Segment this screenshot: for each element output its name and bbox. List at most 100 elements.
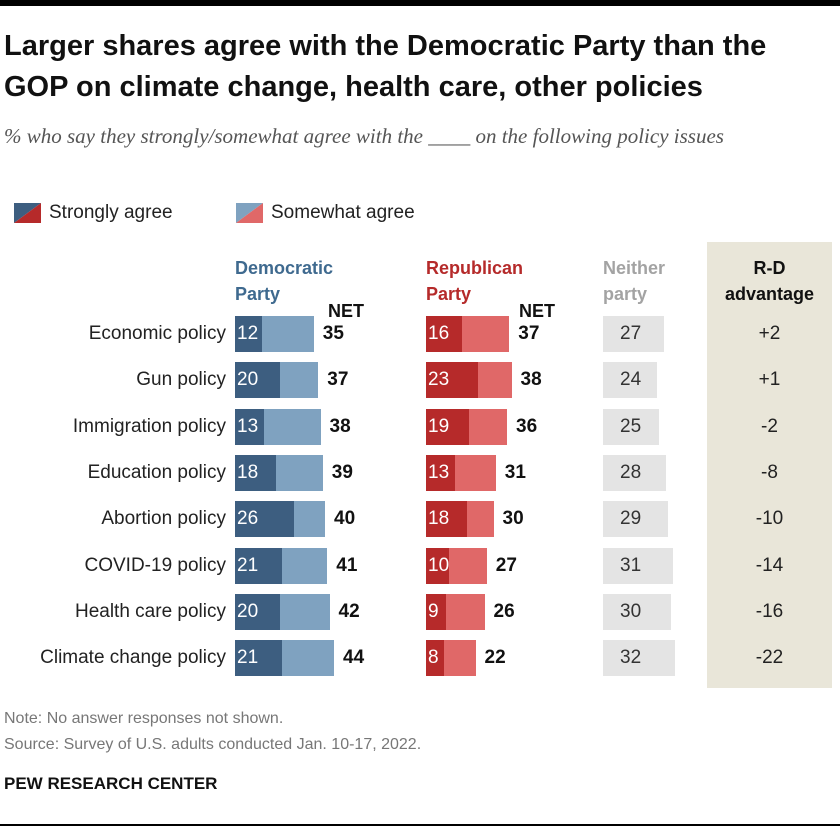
dem-net-value: 35 xyxy=(322,323,344,344)
rep-net-value: 30 xyxy=(502,508,524,530)
chart-subtitle: % who say they strongly/somewhat agree w… xyxy=(4,124,724,148)
somewhat-agree-swatch-icon xyxy=(236,203,263,223)
dem-strong-value: 18 xyxy=(237,461,259,483)
rep-net-value: 38 xyxy=(520,369,542,391)
row-label: COVID-19 policy xyxy=(84,554,227,576)
rep-strong-value: 19 xyxy=(428,415,450,437)
header-line: Republican xyxy=(426,258,524,278)
rep-net-value: 27 xyxy=(495,554,517,576)
header-line: advantage xyxy=(724,284,815,304)
footer-source: Source: Survey of U.S. adults conducted … xyxy=(4,736,422,753)
row-label: Education policy xyxy=(87,461,226,483)
rep-strong-value: 16 xyxy=(428,323,450,344)
rep-strong-value: 8 xyxy=(428,647,439,669)
dem-strong-value: 20 xyxy=(237,369,259,391)
dem-strong-bar xyxy=(235,316,262,352)
strongly-agree-swatch-icon xyxy=(14,203,41,223)
rep-strong-bar xyxy=(426,454,456,491)
row-label: Gun policy xyxy=(136,369,226,391)
legend-label: Somewhat agree xyxy=(271,202,415,223)
rep-strong-bar xyxy=(426,547,449,584)
footer-note: Note: No answer responses not shown. xyxy=(4,710,284,727)
row-label: Climate change policy xyxy=(40,647,226,669)
dem-net-value: 38 xyxy=(329,415,351,437)
dem-net-value: 41 xyxy=(336,554,358,576)
rd-advantage-value: -22 xyxy=(755,647,784,669)
dem-strong-bar xyxy=(235,640,283,677)
rep-net-value: 36 xyxy=(516,415,538,437)
neither-value: 27 xyxy=(620,323,642,344)
row-label: Abortion policy xyxy=(101,508,226,530)
header-line: party xyxy=(603,284,648,304)
rep-strong-bar xyxy=(426,640,444,677)
header-neither-party: Neither party xyxy=(603,255,665,307)
rep-net-value: 22 xyxy=(484,647,506,669)
rd-advantage-value: -16 xyxy=(755,600,784,622)
neither-bar xyxy=(603,593,671,630)
dem-strong-value: 21 xyxy=(237,647,259,669)
row-label: Economic policy xyxy=(88,323,226,344)
legend-somewhat-agree: Somewhat agree xyxy=(236,200,415,226)
neither-value: 24 xyxy=(620,369,642,391)
dem-strong-bar xyxy=(235,501,294,538)
rd-advantage-value: +1 xyxy=(758,369,781,391)
header-line: Democratic xyxy=(235,258,334,278)
dem-strong-bar xyxy=(235,408,265,445)
row-label: Immigration policy xyxy=(72,415,226,437)
header-rd-advantage: R-D advantage xyxy=(707,255,832,307)
rd-advantage-value: -10 xyxy=(755,508,784,530)
neither-bar xyxy=(603,547,673,584)
bottom-rule xyxy=(0,824,840,826)
rd-advantage-panel xyxy=(707,242,832,688)
brand-logo-text: PEW RESEARCH CENTER xyxy=(4,774,218,793)
rep-strong-bar xyxy=(426,408,469,445)
dem-strong-bar xyxy=(235,454,276,491)
rep-strong-value: 23 xyxy=(428,369,450,391)
dem-net-value: 44 xyxy=(343,647,365,669)
rep-strong-value: 13 xyxy=(428,461,450,483)
dem-strong-value: 12 xyxy=(237,323,259,344)
dem-net-value: 42 xyxy=(338,600,360,622)
dem-strong-value: 20 xyxy=(237,600,259,622)
dem-net-value: 40 xyxy=(334,508,356,530)
legend-strongly-agree: Strongly agree xyxy=(14,200,173,226)
dem-strong-bar xyxy=(235,593,280,630)
neither-value: 32 xyxy=(620,647,642,669)
rep-strong-value: 9 xyxy=(428,600,439,622)
dem-strong-value: 26 xyxy=(237,508,259,530)
legend-label: Strongly agree xyxy=(49,202,173,223)
chart-title: Larger shares agree with the Democratic … xyxy=(4,30,767,103)
header-line: R-D xyxy=(753,258,786,278)
dem-strong-bar xyxy=(235,547,283,584)
rep-strong-bar xyxy=(426,316,462,352)
rd-advantage-value: -14 xyxy=(755,554,784,576)
header-line: Party xyxy=(235,284,281,304)
header-line: Party xyxy=(426,284,472,304)
dem-net-header: NET xyxy=(328,301,364,321)
neither-value: 31 xyxy=(620,554,642,576)
header-line: Neither xyxy=(603,258,666,278)
neither-bar xyxy=(603,408,660,445)
dem-strong-value: 21 xyxy=(237,554,259,576)
dem-strong-value: 13 xyxy=(237,415,259,437)
rep-net-value: 37 xyxy=(518,323,540,344)
neither-value: 28 xyxy=(620,461,642,483)
rep-net-value: 26 xyxy=(493,600,515,622)
header-republican-party: Republican Party xyxy=(426,255,523,307)
rep-strong-value: 18 xyxy=(428,508,450,530)
row-label: Health care policy xyxy=(74,600,226,622)
rd-advantage-value: +2 xyxy=(758,323,781,344)
rep-strong-bar xyxy=(426,593,447,630)
dem-net-value: 39 xyxy=(331,461,353,483)
rep-net-header: NET xyxy=(519,301,555,321)
neither-bar xyxy=(603,454,666,491)
neither-value: 30 xyxy=(620,600,642,622)
rd-advantage-value: -2 xyxy=(761,415,778,437)
neither-value: 25 xyxy=(620,415,642,437)
neither-bar xyxy=(603,501,669,538)
rep-net-value: 31 xyxy=(504,461,526,483)
rd-advantage-value: -8 xyxy=(761,461,778,483)
rep-strong-bar xyxy=(426,362,478,399)
dem-strong-bar xyxy=(235,362,280,399)
header-democratic-party: Democratic Party xyxy=(235,255,333,307)
